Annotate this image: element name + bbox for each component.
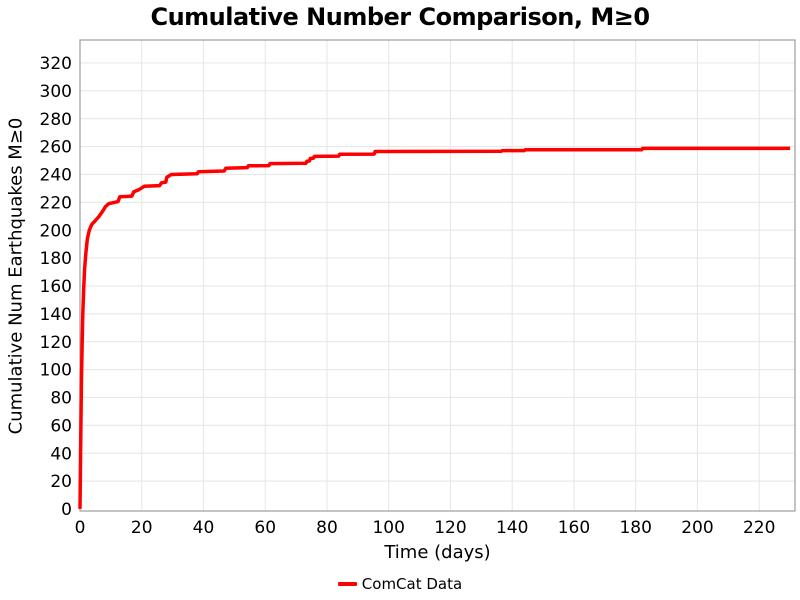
legend-line-swatch <box>337 582 357 586</box>
y-tick-label: 100 <box>40 361 72 381</box>
y-tick-label: 20 <box>50 472 72 492</box>
x-tick-label: 180 <box>619 518 651 538</box>
y-tick-label: 160 <box>40 277 72 297</box>
legend: ComCat Data <box>0 572 800 596</box>
y-tick-label: 60 <box>50 416 72 436</box>
y-tick-label: 40 <box>50 444 72 464</box>
x-axis-label: Time (days) <box>384 542 491 563</box>
x-tick-label: 220 <box>743 518 775 538</box>
y-tick-label: 140 <box>40 305 72 325</box>
chart-title: Cumulative Number Comparison, M≥0 <box>150 3 650 31</box>
plot-border <box>79 39 796 512</box>
x-tick-label: 120 <box>434 518 466 538</box>
y-tick-label: 80 <box>50 389 72 409</box>
x-tick-label: 200 <box>681 518 713 538</box>
x-tick-label: 40 <box>193 518 215 538</box>
y-tick-label: 200 <box>40 221 72 241</box>
x-tick-label: 100 <box>372 518 404 538</box>
x-tick-label: 0 <box>75 518 86 538</box>
y-tick-label: 280 <box>40 110 72 130</box>
y-tick-label: 260 <box>40 138 72 158</box>
y-tick-label: 0 <box>61 500 72 520</box>
x-tick-label: 80 <box>316 518 338 538</box>
x-tick-label: 20 <box>131 518 153 538</box>
x-tick-label: 140 <box>496 518 528 538</box>
y-tick-label: 180 <box>40 249 72 269</box>
x-tick-label: 60 <box>254 518 276 538</box>
legend-label: ComCat Data <box>361 575 463 593</box>
y-tick-label: 240 <box>40 166 72 186</box>
y-tick-label: 220 <box>40 193 72 213</box>
y-tick-label: 320 <box>40 54 72 74</box>
y-axis-label-text: Cumulative Num Earthquakes M≥0 <box>5 117 27 435</box>
y-tick-label: 120 <box>40 333 72 353</box>
series-line-comcat-data <box>78 146 791 509</box>
x-tick-label: 160 <box>558 518 590 538</box>
y-tick-label: 300 <box>40 82 72 102</box>
